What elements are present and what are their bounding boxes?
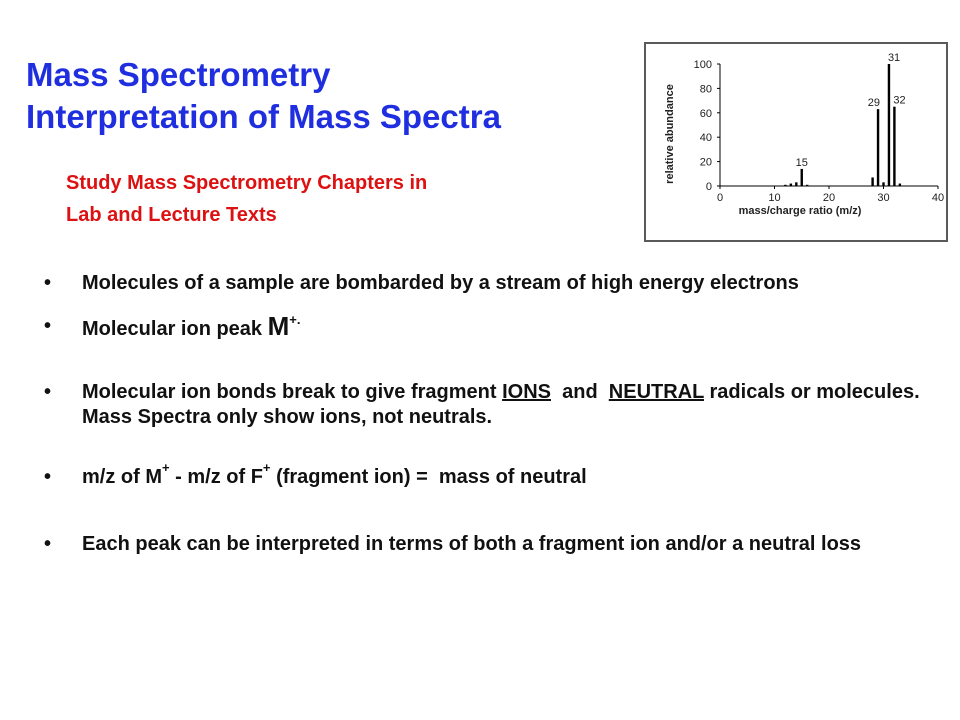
mass-spectrum-chart: 0 20 40 60 80 100 0 10 20 30 40 15 29 31 32 mass/cha… [644,42,948,242]
page-title: Mass Spectrometry Interpretation of Mass… [26,54,501,138]
subtitle: Study Mass Spectrometry Chapters in Lab … [66,167,427,231]
spectrum-peak [876,109,880,186]
bullet-item: • m/z of M+ - m/z of F+ (fragment ion) =… [44,461,944,490]
bullet-text: Molecular ion bonds break to give fragme… [82,381,503,403]
bullet-text: Molecular ion peak [82,318,268,340]
bullet-text: (fragment ion) = mass of neutral [270,466,587,488]
spectrum-peak [800,168,803,186]
peak-label: 31 [888,52,900,64]
chart-axes [719,64,938,187]
peak-label: 15 [796,157,808,169]
spectrum-peak [789,183,793,186]
bullet-item: • Molecular ion peak M+. [44,311,944,342]
bullet-glyph: • [44,272,52,294]
y-tick-label: 40 [700,132,712,144]
bullet-text: - m/z of F [169,466,263,488]
y-tick-label: 100 [694,59,712,71]
bullet-text: radicals or molecules. Mass Spectra only… [82,381,920,428]
peak-label: 29 [868,97,880,109]
x-tick-label: 20 [823,192,835,204]
x-tick-label: 40 [932,192,944,204]
neutral-underlined: NEUTRAL [608,381,704,403]
bullet-glyph: • [44,381,52,403]
title-line-1: Mass Spectrometry [26,56,331,93]
mass-spectrum-svg: 0 20 40 60 80 100 0 10 20 30 40 15 29 31 32 mass/cha… [664,52,944,217]
bullet-item: • Molecules of a sample are bombarded by… [44,271,944,296]
bullet-glyph: • [44,466,52,488]
radical-cation-superscript: +. [289,312,301,328]
x-tick-label: 0 [717,192,723,204]
spectrum-peak [871,177,874,186]
y-tick-label: 0 [706,181,712,193]
bullet-text: Each peak can be interpreted in terms of… [82,533,862,555]
y-tick-label: 20 [700,157,712,169]
spectrum-peak [795,182,798,186]
bullet-text: and [550,381,609,403]
bullet-text: Molecules of a sample are bombarded by a… [82,272,799,294]
cation-superscript: + [162,460,170,476]
x-tick-labels: 0 10 20 30 40 [717,186,944,204]
bullet-item: • Each peak can be interpreted in terms … [44,532,944,557]
subtitle-line-1: Study Mass Spectrometry Chapters in [66,172,428,194]
spectrum-peak [784,184,787,186]
y-tick-labels: 0 20 40 60 80 100 [694,59,720,193]
x-axis-label: mass/charge ratio (m/z) [739,205,862,217]
bullet-list: • Molecules of a sample are bombarded by… [44,271,944,557]
y-axis-label: relative abundance [664,84,676,184]
bullet-text: m/z of M [82,466,162,488]
spectrum-peak [882,182,885,186]
molecular-ion-symbol: M [267,311,290,341]
bullet-glyph: • [44,315,52,337]
spectrum-peak [898,183,902,186]
spectrum-peak [887,64,891,186]
cation-superscript: + [262,460,271,476]
title-line-2: Interpretation of Mass Spectra [26,98,501,135]
y-tick-label: 80 [700,83,712,95]
spectrum-peak [806,184,809,186]
chart-peak-labels: 15 29 31 32 [796,52,906,169]
bullet-item: • Molecular ion bonds break to give frag… [44,380,944,430]
peak-label: 32 [893,95,905,107]
y-tick-label: 60 [700,108,712,120]
bullet-glyph: • [44,533,52,555]
ions-underlined: IONS [502,381,551,403]
x-tick-label: 10 [768,192,780,204]
chart-peaks [784,64,902,186]
x-tick-label: 30 [877,192,889,204]
spectrum-peak [893,106,896,186]
subtitle-line-2: Lab and Lecture Texts [66,204,277,226]
